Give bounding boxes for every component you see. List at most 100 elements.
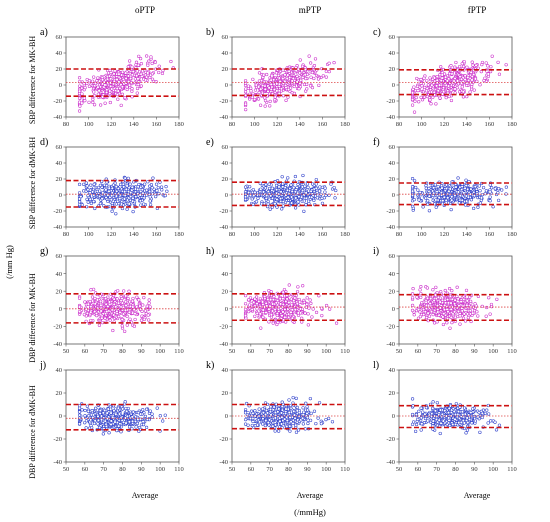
data-point (484, 189, 489, 193)
data-point (130, 185, 134, 189)
data-point (115, 78, 119, 82)
data-point (121, 305, 126, 309)
data-point (295, 290, 300, 294)
data-point (141, 408, 145, 412)
x-tick-label: 70 (266, 466, 273, 473)
data-point (306, 323, 310, 327)
data-point (429, 310, 434, 314)
data-point (97, 79, 102, 83)
data-point (320, 313, 324, 318)
row-labels: SBP difference for MK-BH SBP difference … (4, 36, 37, 479)
data-point (116, 199, 120, 203)
data-point (296, 428, 301, 432)
data-point (480, 192, 485, 197)
data-point (273, 423, 278, 427)
data-point (308, 396, 313, 401)
data-point (461, 95, 466, 99)
data-point (485, 305, 489, 310)
data-point (254, 200, 259, 204)
data-point (308, 84, 313, 88)
data-point (488, 199, 492, 203)
data-point (461, 64, 466, 69)
data-point (91, 97, 95, 102)
data-point (130, 65, 134, 69)
data-point (151, 176, 155, 180)
data-point (141, 422, 146, 427)
y-tick-label: -40 (219, 224, 228, 231)
data-point (90, 190, 95, 194)
data-point (296, 67, 301, 71)
data-point (432, 298, 436, 303)
data-point (488, 190, 492, 194)
data-point (443, 75, 448, 79)
data-point (323, 186, 327, 190)
data-point (127, 59, 132, 63)
data-point (154, 182, 159, 186)
x-tick-label: 160 (152, 121, 162, 128)
data-point (139, 189, 143, 194)
x-tick-label: 50 (396, 466, 403, 473)
data-point (472, 88, 476, 92)
data-point (262, 73, 266, 77)
x-tick-label: 140 (129, 231, 139, 238)
data-point (158, 414, 162, 418)
data-point (284, 407, 288, 411)
data-point (131, 209, 135, 214)
data-point (101, 432, 105, 436)
data-point (116, 186, 120, 191)
data-point (77, 422, 82, 426)
data-point (293, 190, 298, 194)
data-point (300, 188, 305, 193)
panel-letter: h) (206, 246, 214, 257)
data-point (99, 414, 104, 418)
data-point (496, 187, 501, 191)
data-point (287, 69, 291, 73)
x-tick-label: 120 (439, 121, 449, 128)
data-point (255, 311, 259, 316)
data-point (256, 196, 260, 200)
data-point (438, 83, 442, 87)
data-point (291, 76, 295, 81)
y-tick-label: 20 (222, 288, 229, 295)
y-tick-label: 20 (389, 66, 396, 73)
x-tick-label: 80 (396, 231, 403, 238)
data-point (251, 188, 255, 192)
data-point (87, 79, 92, 83)
data-point (410, 189, 415, 193)
data-point (89, 418, 93, 422)
x-tick-label: 60 (248, 348, 255, 355)
data-point (444, 186, 449, 191)
data-point (253, 88, 258, 92)
data-point (300, 185, 305, 189)
data-point (305, 87, 309, 91)
data-point (445, 321, 449, 325)
data-point (127, 420, 132, 424)
panel-letter: g) (40, 246, 48, 257)
data-point (461, 90, 465, 94)
data-point (124, 294, 128, 298)
data-point (273, 95, 277, 99)
x-tick-label: 180 (507, 231, 517, 238)
data-point (268, 207, 272, 211)
x-tick-label: 80 (119, 348, 126, 355)
data-point (268, 99, 272, 104)
data-point (248, 416, 253, 421)
data-point (465, 199, 469, 203)
scatter-series (77, 175, 169, 216)
data-point (305, 411, 309, 416)
x-tick-label: 50 (229, 348, 236, 355)
x-tick-label: 100 (155, 466, 165, 473)
data-point (114, 412, 118, 416)
data-point (440, 92, 445, 96)
data-point (135, 69, 139, 73)
data-point (251, 77, 255, 82)
data-point (86, 409, 90, 413)
data-point (261, 308, 265, 312)
data-point (433, 183, 437, 187)
data-point (246, 410, 250, 415)
data-point (479, 196, 484, 200)
panel-letter: i) (373, 246, 379, 257)
data-point (123, 176, 127, 180)
